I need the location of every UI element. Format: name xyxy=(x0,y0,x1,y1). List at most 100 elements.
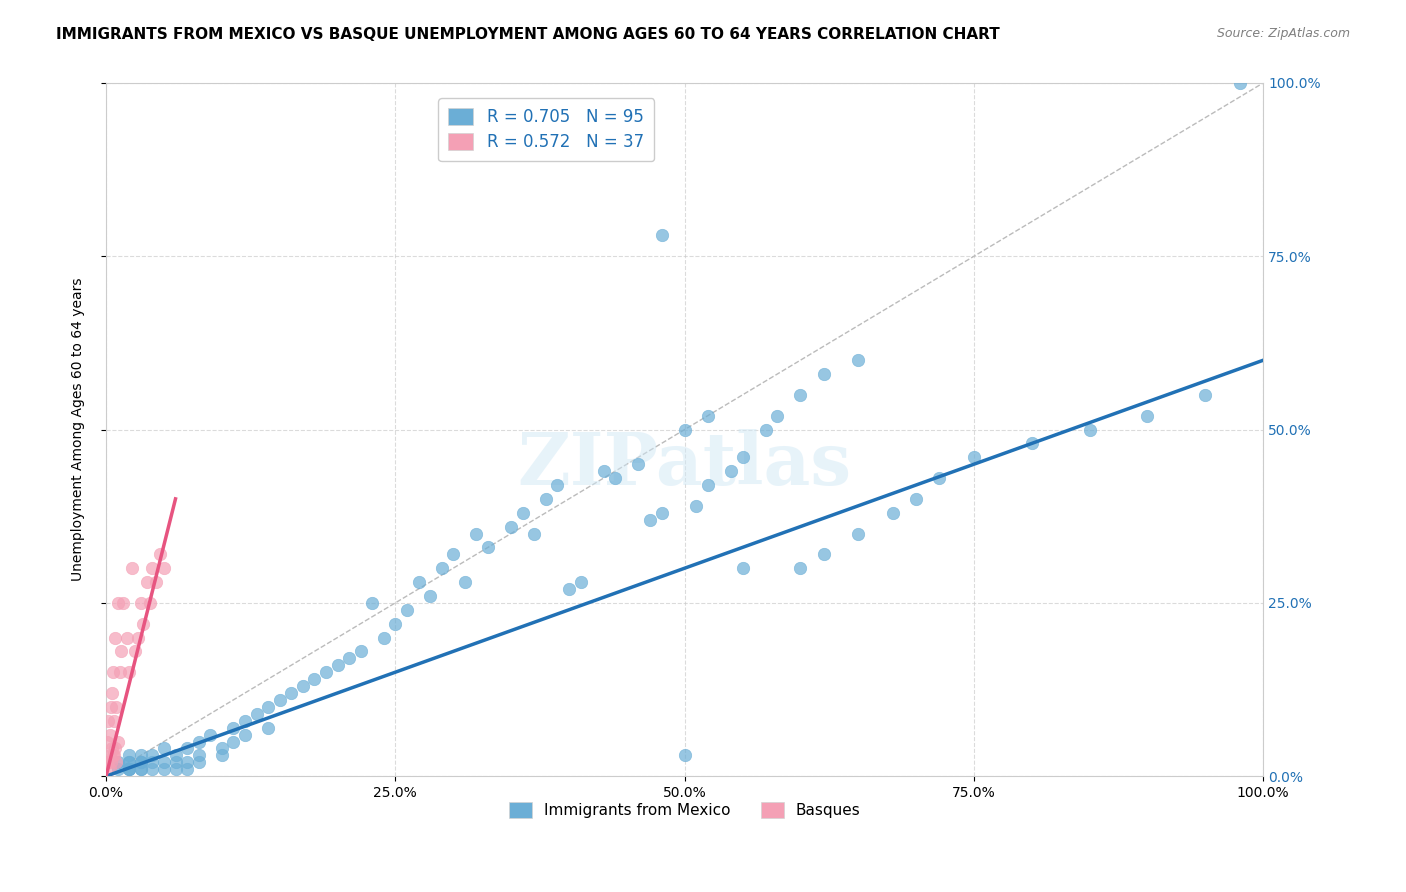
Point xyxy=(546,478,568,492)
Point xyxy=(755,423,778,437)
Point xyxy=(523,526,546,541)
Point xyxy=(135,575,157,590)
Point xyxy=(233,714,256,728)
Point xyxy=(97,714,120,728)
Point xyxy=(108,665,131,680)
Point xyxy=(789,561,811,575)
Point xyxy=(132,616,155,631)
Point xyxy=(118,756,141,770)
Point xyxy=(477,541,499,555)
Point xyxy=(905,491,928,506)
Point xyxy=(211,741,233,756)
Point xyxy=(720,464,742,478)
Point xyxy=(187,734,209,748)
Point xyxy=(187,748,209,763)
Point xyxy=(153,756,176,770)
Point xyxy=(534,491,557,506)
Point xyxy=(882,506,904,520)
Point xyxy=(100,699,122,714)
Point xyxy=(696,409,718,423)
Point xyxy=(963,450,986,465)
Point xyxy=(139,596,162,610)
Point xyxy=(605,471,627,485)
Point xyxy=(97,756,120,770)
Point xyxy=(153,762,176,776)
Point xyxy=(112,596,135,610)
Point xyxy=(627,457,650,471)
Point xyxy=(105,756,128,770)
Point xyxy=(696,478,718,492)
Point xyxy=(129,762,152,776)
Point xyxy=(280,686,302,700)
Point xyxy=(558,582,581,596)
Point xyxy=(129,756,152,770)
Point xyxy=(101,686,124,700)
Text: ZIPatlas: ZIPatlas xyxy=(517,429,852,500)
Point xyxy=(304,672,326,686)
Point xyxy=(165,756,187,770)
Point xyxy=(121,561,143,575)
Point xyxy=(96,756,118,770)
Point xyxy=(96,734,118,748)
Point xyxy=(176,756,198,770)
Point xyxy=(176,741,198,756)
Point xyxy=(107,762,129,776)
Point xyxy=(118,762,141,776)
Point xyxy=(1136,409,1159,423)
Point xyxy=(465,526,488,541)
Point xyxy=(395,603,418,617)
Point xyxy=(650,506,672,520)
Point xyxy=(129,748,152,763)
Point xyxy=(233,728,256,742)
Point xyxy=(103,714,125,728)
Point xyxy=(103,748,125,763)
Point xyxy=(846,353,869,368)
Point xyxy=(124,644,146,658)
Point xyxy=(145,575,167,590)
Point xyxy=(118,762,141,776)
Point xyxy=(127,631,149,645)
Point xyxy=(257,721,280,735)
Point xyxy=(315,665,337,680)
Point xyxy=(101,748,124,763)
Point xyxy=(141,748,163,763)
Point xyxy=(98,762,121,776)
Point xyxy=(813,367,835,381)
Point xyxy=(104,631,127,645)
Point xyxy=(165,748,187,763)
Point xyxy=(1194,388,1216,402)
Point xyxy=(115,631,138,645)
Legend: Immigrants from Mexico, Basques: Immigrants from Mexico, Basques xyxy=(502,796,866,824)
Point xyxy=(766,409,789,423)
Point xyxy=(789,388,811,402)
Point xyxy=(592,464,614,478)
Point xyxy=(211,748,233,763)
Point xyxy=(269,693,291,707)
Point xyxy=(326,658,349,673)
Point xyxy=(638,513,661,527)
Point xyxy=(441,547,464,561)
Point xyxy=(129,762,152,776)
Point xyxy=(731,561,754,575)
Point xyxy=(141,762,163,776)
Point xyxy=(98,728,121,742)
Point xyxy=(685,499,707,513)
Point xyxy=(165,762,187,776)
Point xyxy=(454,575,477,590)
Point xyxy=(1229,76,1251,90)
Point xyxy=(673,748,696,763)
Point xyxy=(101,665,124,680)
Point xyxy=(107,596,129,610)
Point xyxy=(512,506,534,520)
Point xyxy=(118,665,141,680)
Text: IMMIGRANTS FROM MEXICO VS BASQUE UNEMPLOYMENT AMONG AGES 60 TO 64 YEARS CORRELAT: IMMIGRANTS FROM MEXICO VS BASQUE UNEMPLO… xyxy=(56,27,1000,42)
Point xyxy=(118,756,141,770)
Point xyxy=(361,596,384,610)
Point xyxy=(98,748,121,763)
Point xyxy=(153,561,176,575)
Point xyxy=(337,651,360,665)
Point xyxy=(1078,423,1101,437)
Point xyxy=(141,561,163,575)
Point xyxy=(222,721,245,735)
Point xyxy=(222,734,245,748)
